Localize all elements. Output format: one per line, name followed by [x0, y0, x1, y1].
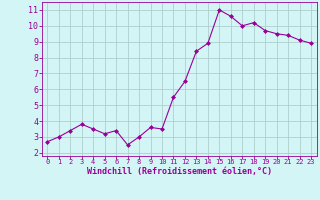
X-axis label: Windchill (Refroidissement éolien,°C): Windchill (Refroidissement éolien,°C)	[87, 167, 272, 176]
